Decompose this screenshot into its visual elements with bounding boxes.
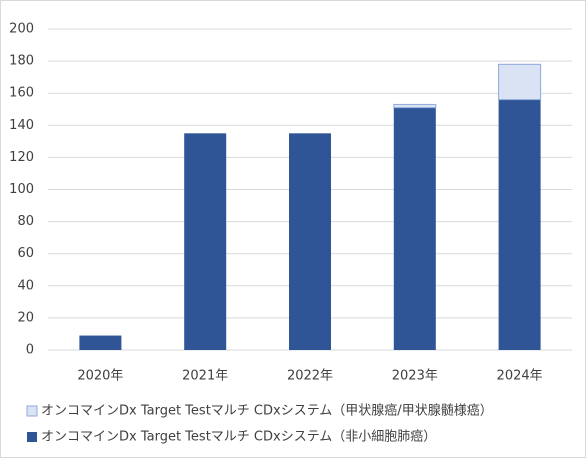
y-tick-label: 20 [17, 310, 34, 325]
y-tick-label: 200 [9, 22, 34, 37]
bar-segment [393, 103, 437, 109]
bar-segment [289, 133, 331, 350]
y-tick-label: 0 [26, 343, 34, 358]
y-tick-label: 160 [9, 86, 34, 101]
x-tick-label: 2020年 [77, 369, 123, 384]
legend-label: オンコマインDx Target Testマルチ CDxシステム（非小細胞肺癌） [41, 429, 436, 445]
x-tick-label: 2023年 [392, 369, 438, 384]
bar-segment [393, 107, 436, 351]
bar-segment [184, 133, 227, 350]
y-tick-label: 140 [9, 118, 34, 133]
bar-segment [498, 63, 542, 101]
y-tick-label: 180 [9, 54, 34, 69]
bar-segment [498, 99, 541, 351]
y-tick-label: 60 [17, 246, 34, 261]
legend-swatch [26, 405, 38, 417]
bar-segment [79, 335, 122, 350]
y-tick-label: 80 [17, 214, 34, 229]
x-tick-label: 2022年 [287, 369, 333, 384]
y-tick-label: 40 [17, 278, 34, 293]
x-tick-label: 2021年 [182, 369, 228, 384]
y-tick-label: 100 [9, 182, 34, 197]
y-tick-label: 120 [9, 150, 34, 165]
legend-swatch [27, 432, 37, 442]
legend-label: オンコマインDx Target Testマルチ CDxシステム（甲状腺癌/甲状腺… [41, 403, 493, 419]
x-tick-label: 2024年 [497, 369, 543, 384]
